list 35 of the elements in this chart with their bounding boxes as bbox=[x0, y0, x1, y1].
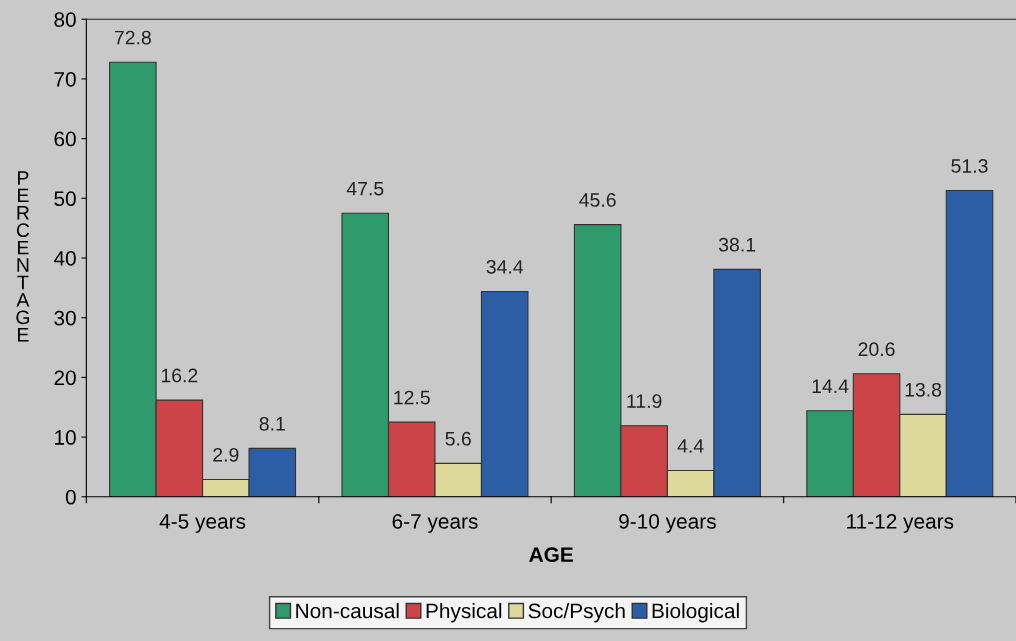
x-tick-label: 9-10 years bbox=[619, 513, 716, 533]
x-tick-label: 11-12 years bbox=[847, 513, 954, 533]
legend-label: Biological bbox=[652, 602, 739, 623]
legend-label: Soc/Psych bbox=[528, 602, 625, 623]
y-tick-label: 50 bbox=[54, 191, 76, 207]
x-tick-label: 6-7 years bbox=[392, 513, 478, 533]
data-label: 8.1 bbox=[259, 416, 285, 431]
data-label: 5.6 bbox=[445, 431, 471, 446]
legend-label: Physical bbox=[426, 602, 502, 623]
text: PERCENTAGE bbox=[16, 171, 30, 342]
x-tick-label: 4-5 years bbox=[159, 514, 246, 533]
data-label: 51.3 bbox=[951, 159, 988, 173]
data-label: 2.9 bbox=[213, 447, 239, 462]
data-label: 38.1 bbox=[718, 237, 756, 252]
data-label: 11.9 bbox=[627, 394, 662, 409]
y-tick-label: 20 bbox=[54, 370, 76, 386]
data-label: 45.6 bbox=[579, 193, 616, 207]
y-tick-label: 60 bbox=[54, 131, 76, 147]
y-tick-label: 30 bbox=[54, 310, 76, 326]
data-label: 4.4 bbox=[677, 439, 704, 453]
y-tick-label: 0 bbox=[65, 489, 76, 505]
data-label: 14.4 bbox=[812, 379, 849, 393]
data-label: 13.8 bbox=[905, 382, 942, 397]
data-label: 12.5 bbox=[394, 390, 430, 405]
y-tick-label: 70 bbox=[54, 71, 76, 87]
data-label: 34.4 bbox=[486, 259, 524, 274]
data-label: 47.5 bbox=[346, 181, 384, 196]
legend-label: Non-causal bbox=[296, 602, 399, 619]
x-axis-title: AGE bbox=[529, 547, 573, 563]
y-tick-label: 40 bbox=[53, 251, 76, 266]
data-label: 20.6 bbox=[858, 342, 895, 357]
y-tick-label: 80 bbox=[54, 12, 76, 27]
data-label: 16.2 bbox=[161, 368, 198, 383]
y-tick-label: 10 bbox=[55, 430, 76, 445]
data-label: 72.8 bbox=[114, 30, 151, 45]
